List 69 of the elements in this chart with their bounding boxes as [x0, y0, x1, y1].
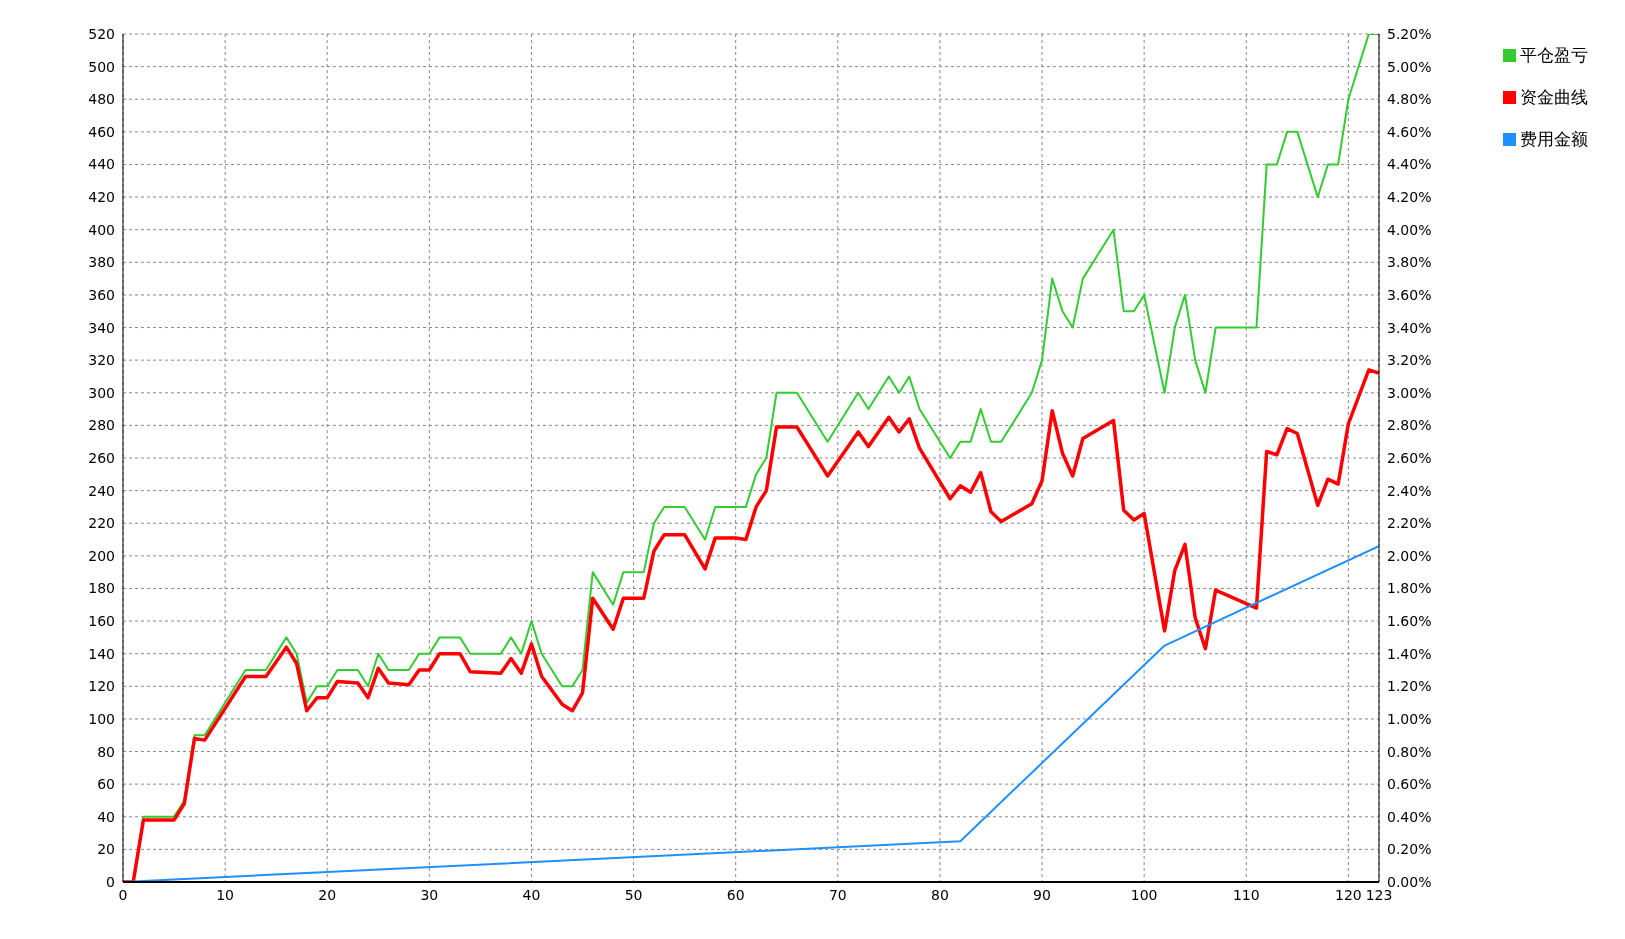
y2-tick-label: 2.00%: [1387, 547, 1432, 564]
y-tick-label: 180: [88, 580, 115, 597]
x-tick-label: 30: [420, 886, 439, 903]
y2-tick-label: 1.00%: [1387, 710, 1432, 727]
y-tick-label: 280: [88, 417, 115, 434]
y2-tick-label: 1.80%: [1387, 580, 1432, 597]
y2-tick-label: 0.60%: [1387, 776, 1432, 793]
y2-tick-label: 4.80%: [1387, 91, 1432, 108]
y-tick-label: 160: [88, 613, 115, 630]
x-tick-label: 50: [624, 886, 643, 903]
y2-tick-label: 5.00%: [1387, 58, 1432, 75]
y-tick-label: 500: [88, 58, 115, 75]
x-tick-label: 90: [1033, 886, 1051, 903]
x-tick-label: 80: [931, 886, 949, 903]
y2-tick-label: 3.20%: [1387, 352, 1432, 369]
x-tick-label: 60: [726, 886, 745, 903]
y2-tick-label: 3.40%: [1387, 319, 1432, 336]
y-tick-label: 140: [88, 645, 115, 662]
y-tick-label: 220: [88, 515, 115, 532]
y-tick-label: 360: [88, 286, 115, 303]
y2-tick-label: 0.40%: [1387, 808, 1432, 825]
y-tick-label: 320: [88, 352, 115, 369]
legend-label: 平仓盈亏: [1520, 44, 1588, 67]
y-tick-label: 100: [88, 710, 115, 727]
y2-tick-label: 4.40%: [1387, 156, 1432, 173]
y-tick-label: 460: [88, 123, 115, 140]
x-tick-label: 120: [1335, 886, 1362, 903]
y-tick-label: 340: [88, 319, 115, 336]
y2-tick-label: 3.00%: [1387, 384, 1432, 401]
y-tick-label: 260: [88, 449, 115, 466]
y2-tick-label: 4.00%: [1387, 221, 1432, 238]
y2-tick-label: 2.20%: [1387, 515, 1432, 532]
y2-tick-label: 4.20%: [1387, 189, 1432, 206]
y2-tick-label: 0.20%: [1387, 841, 1432, 858]
y-tick-label: 120: [88, 678, 115, 695]
x-tick-label: 100: [1130, 886, 1158, 903]
y-tick-label: 0: [106, 873, 115, 890]
y2-tick-label: 5.20%: [1387, 25, 1432, 42]
y-tick-label: 380: [88, 254, 115, 271]
y2-tick-label: 4.60%: [1387, 123, 1432, 140]
y2-tick-label: 1.60%: [1387, 613, 1432, 630]
y-tick-label: 520: [88, 25, 115, 42]
y2-tick-label: 1.40%: [1387, 645, 1432, 662]
legend-label: 资金曲线: [1520, 86, 1588, 109]
y-tick-label: 200: [88, 547, 115, 564]
y2-tick-label: 2.40%: [1387, 482, 1432, 499]
y-tick-label: 440: [88, 156, 115, 173]
y2-tick-label: 2.60%: [1387, 449, 1432, 466]
y-tick-label: 420: [88, 189, 115, 206]
y-tick-label: 480: [88, 91, 115, 108]
x-tick-label: 10: [216, 886, 235, 903]
y-tick-label: 60: [97, 776, 115, 793]
y2-tick-label: 2.80%: [1387, 417, 1432, 434]
y-tick-label: 300: [88, 384, 115, 401]
y-tick-label: 400: [88, 221, 115, 238]
legend-label: 费用金额: [1520, 128, 1588, 151]
y-tick-label: 40: [97, 808, 115, 825]
x-tick-label: 70: [828, 886, 847, 903]
y-tick-label: 80: [97, 743, 115, 760]
y2-tick-label: 1.20%: [1387, 678, 1432, 695]
y-tick-label: 240: [88, 482, 115, 499]
y-tick-label: 20: [97, 841, 115, 858]
x-tick-label: 40: [522, 886, 541, 903]
y2-tick-label: 0.80%: [1387, 743, 1432, 760]
y2-tick-label: 3.60%: [1387, 286, 1432, 303]
x-tick-label: 20: [318, 886, 337, 903]
x-tick-label: 110: [1232, 886, 1260, 903]
y2-tick-label: 3.80%: [1387, 254, 1432, 271]
x-tick-label: 0: [118, 886, 128, 903]
